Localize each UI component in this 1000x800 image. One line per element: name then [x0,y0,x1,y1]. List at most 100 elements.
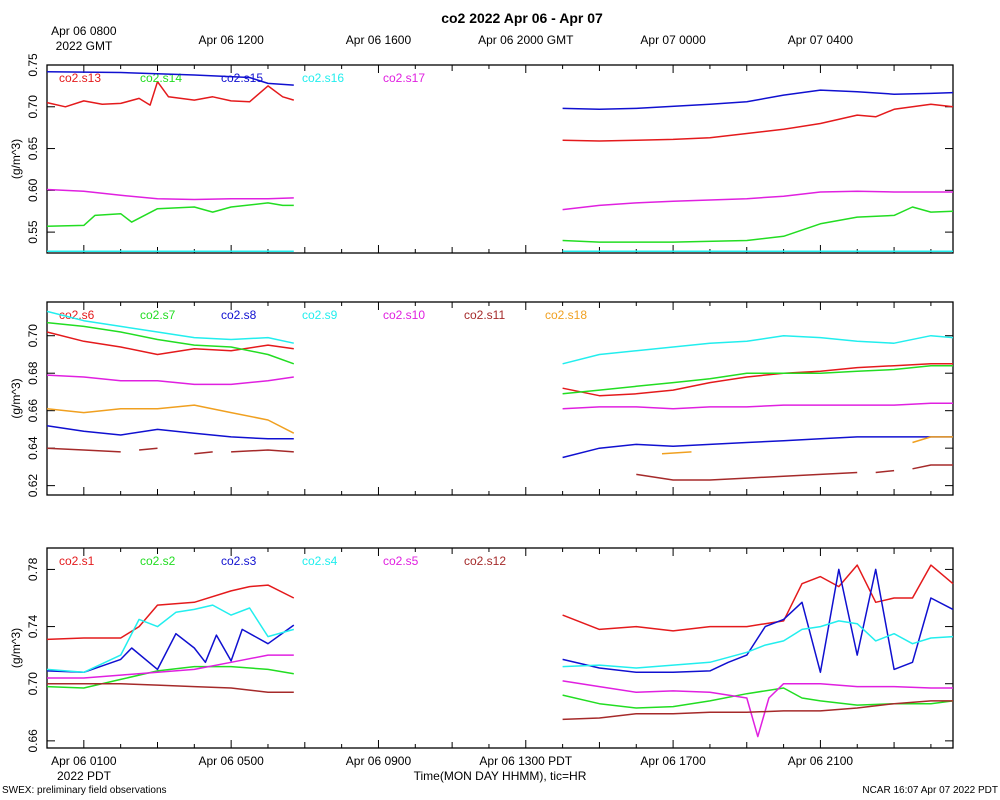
legend-co2-s12: co2.s12 [464,554,506,568]
series-line-co2-s7 [562,364,953,395]
y-tick-label: 0.75 [26,53,40,77]
y-tick-label: 0.70 [26,324,40,348]
y-tick-label: 0.70 [26,672,40,696]
panel-2: 0.62 0.64 0.66 0.68 0.70 (g/m^3) co2.s6 co2.s7 c… [9,301,954,498]
legend-co2-s18: co2.s18 [545,308,587,322]
series-line-co2-s11 [231,449,294,453]
legend-co2-s13: co2.s13 [59,71,101,85]
panel-1: 0.55 0.60 0.65 0.70 0.75 (g/m^3) co2.s13 co2.s1… [9,53,954,254]
y-tick-label: 0.68 [26,361,40,385]
series-line-co2-s13 [562,103,954,142]
bottom-axis-label: Apr 06 1300 PDT [479,754,572,768]
y-tick-label: 0.78 [26,557,40,581]
series-line-co2-s17 [46,188,294,201]
series-line-co2-s11 [46,447,121,453]
legend-co2-s15: co2.s15 [221,71,263,85]
legend-co2-s3: co2.s3 [221,554,257,568]
series-line-co2-s5 [47,654,294,679]
top-axis-label: Apr 06 1600 [346,33,412,47]
legend-co2-s11: co2.s11 [464,308,505,322]
legend-co2-s8: co2.s8 [221,308,257,322]
series-line-co2-s10 [46,374,294,386]
legend-co2-s7: co2.s7 [140,308,176,322]
series-line-co2-s4 [562,620,954,669]
legend-co2-s5: co2.s5 [383,554,419,568]
series-line-co2-s11 [636,471,858,481]
y-tick-label: 0.66 [26,729,40,753]
series-line-co2-s11 [139,447,158,451]
legend-co2-s9: co2.s9 [302,308,338,322]
series-line-co2-s9 [562,334,954,365]
series-line-co2-s15 [562,89,954,111]
y-tick-label: 0.70 [26,95,40,119]
series-line-co2-s2 [562,687,954,709]
y-tick-label: 0.66 [26,399,40,423]
legend-co2-s10: co2.s10 [383,308,425,322]
x-axis-label: Time(MON DAY HHMM), tic=HR [414,769,587,783]
series-line-co2-s6 [562,363,953,397]
top-axis-label: Apr 07 0400 [788,33,854,47]
series-line-co2-s1 [562,564,954,632]
bottom-axis-label: Apr 06 0100 [51,754,117,768]
y-axis-label: (g/m^3) [9,139,23,179]
series-line-co2-s10 [562,402,953,410]
series-line-co2-s14 [562,206,954,243]
y-tick-label: 0.65 [26,137,40,161]
series-line-co2-s18 [46,404,295,434]
top-axis-label: Apr 06 1200 [198,33,264,47]
series-line-co2-s1 [46,584,295,641]
legend-co2-s2: co2.s2 [140,554,176,568]
series-line-co2-s4 [46,604,295,674]
footer-left-note: SWEX: preliminary field observations [2,785,167,796]
series-line-co2-s8 [562,436,953,459]
series-line-co2-s3 [46,624,295,674]
series-line-co2-s18 [912,436,953,444]
panel-3: 0.66 0.70 0.74 0.78 (g/m^3) co2.s1 co2.s2 co2.s… [9,547,954,753]
panel-frame [46,301,954,496]
bottom-axis-sublabel: 2022 PDT [57,769,112,783]
top-axis-label: Apr 06 0800 [51,24,117,38]
top-axis-label: Apr 07 0000 [640,33,706,47]
legend-co2-s6: co2.s6 [59,308,95,322]
panel-frame [46,547,954,749]
series-line-co2-s17 [562,190,953,211]
bottom-axis-label: Apr 06 0900 [346,754,412,768]
series-line-co2-s5 [562,680,953,738]
y-tick-label: 0.64 [26,436,40,460]
bottom-axis-label: Apr 06 0500 [198,754,264,768]
series-line-co2-s12 [47,682,294,694]
chart-title: co2 2022 Apr 06 - Apr 07 [441,10,603,26]
series-line-co2-s18 [661,451,692,455]
y-tick-label: 0.55 [26,220,40,244]
series-line-co2-s14 [46,202,294,228]
y-tick-label: 0.60 [26,178,40,202]
series-line-co2-s11 [194,451,213,455]
series-line-co2-s6 [46,331,294,356]
series-line-co2-s9 [46,310,294,344]
footer-right-timestamp: NCAR 16:07 Apr 07 2022 PDT [862,785,998,796]
top-axis-label: Apr 06 2000 GMT [478,33,574,47]
chart-panels: 0.55 0.60 0.65 0.70 0.75 (g/m^3) co2.s13 co2.s1… [9,24,954,768]
y-axis-label: (g/m^3) [9,628,23,668]
series-line-co2-s8 [46,424,294,440]
legend-co2-s1: co2.s1 [59,554,95,568]
y-axis-label: (g/m^3) [9,378,23,418]
series-line-co2-s12 [562,700,953,721]
y-tick-label: 0.62 [26,474,40,498]
series-line-co2-s15 [46,70,294,86]
series-line-co2-s2 [46,665,294,689]
top-axis-sublabel: 2022 GMT [56,39,113,53]
y-tick-label: 0.74 [26,615,40,639]
series-line-co2-s7 [46,321,295,365]
series-line-co2-s3 [562,568,954,674]
legend-co2-s4: co2.s4 [302,554,338,568]
panel-frame [46,64,954,254]
legend-co2-s16: co2.s16 [302,71,344,85]
bottom-axis-label: Apr 06 2100 [788,754,854,768]
bottom-axis-label: Apr 06 1700 [640,754,706,768]
series-line-co2-s11 [912,464,953,470]
legend-co2-s17: co2.s17 [383,71,425,85]
series-line-co2-s13 [46,80,295,108]
series-line-co2-s11 [875,469,895,474]
